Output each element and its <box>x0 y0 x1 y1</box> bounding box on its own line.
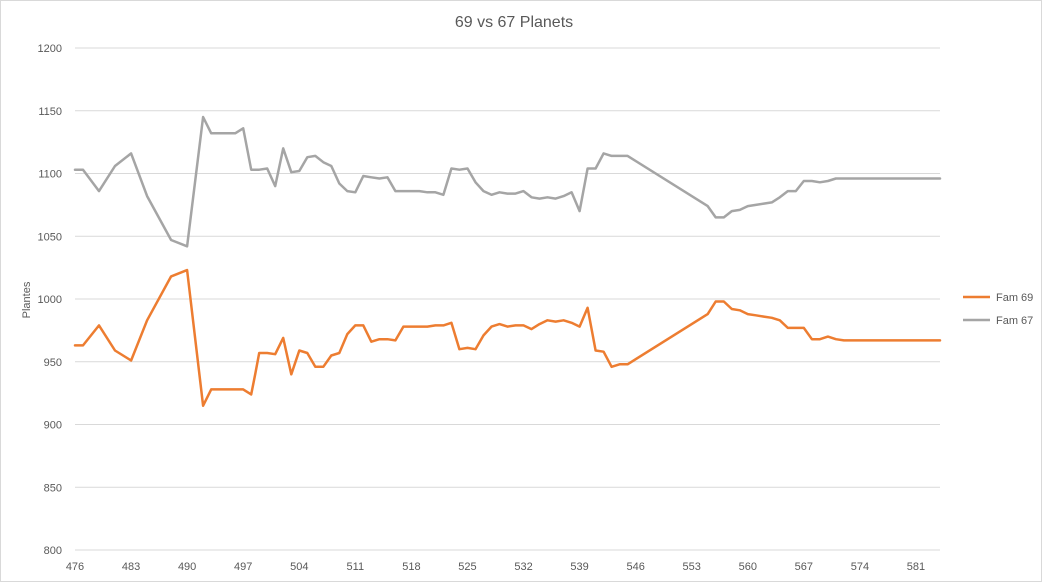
y-tick-label: 800 <box>44 545 62 557</box>
series-lines <box>73 115 942 407</box>
x-tick-label: 553 <box>683 561 701 573</box>
x-tick-label: 560 <box>739 561 757 573</box>
legend: Fam 69 Fam 67 <box>963 292 1033 327</box>
chart-title: 69 vs 67 Planets <box>455 14 573 31</box>
x-tick-label: 504 <box>290 561 308 573</box>
x-tick-label: 483 <box>122 561 140 573</box>
x-tick-label: 525 <box>458 561 476 573</box>
legend-label: Fam 69 <box>996 292 1033 304</box>
series-line-fam-67 <box>73 115 942 248</box>
legend-label: Fam 67 <box>996 315 1033 327</box>
x-tick-label: 567 <box>795 561 813 573</box>
y-tick-label: 950 <box>44 357 62 369</box>
x-tick-label: 490 <box>178 561 196 573</box>
x-tick-label: 497 <box>234 561 252 573</box>
y-tick-label: 1200 <box>38 43 62 55</box>
gridlines <box>75 47 940 551</box>
series-line-fam-69 <box>73 268 942 407</box>
x-tick-label: 518 <box>402 561 420 573</box>
y-tick-label: 900 <box>44 420 62 432</box>
y-axis-ticks: 800 850 900 950 1000 1050 1100 1150 1200 <box>38 43 62 557</box>
x-axis-ticks: 476 483 490 497 504 511 518 525 532 539 546 553 560 5… <box>66 561 925 573</box>
x-tick-label: 574 <box>851 561 869 573</box>
x-tick-label: 581 <box>907 561 925 573</box>
y-tick-label: 1000 <box>38 294 62 306</box>
x-tick-label: 546 <box>626 561 644 573</box>
y-tick-label: 1050 <box>38 231 62 243</box>
x-tick-label: 539 <box>570 561 588 573</box>
y-tick-label: 1100 <box>38 169 62 181</box>
y-tick-label: 1150 <box>38 106 62 118</box>
x-tick-label: 511 <box>347 561 365 573</box>
y-tick-label: 850 <box>44 482 62 494</box>
x-tick-label: 532 <box>514 561 532 573</box>
x-tick-label: 476 <box>66 561 84 573</box>
y-axis-title: Plantes <box>21 281 33 318</box>
